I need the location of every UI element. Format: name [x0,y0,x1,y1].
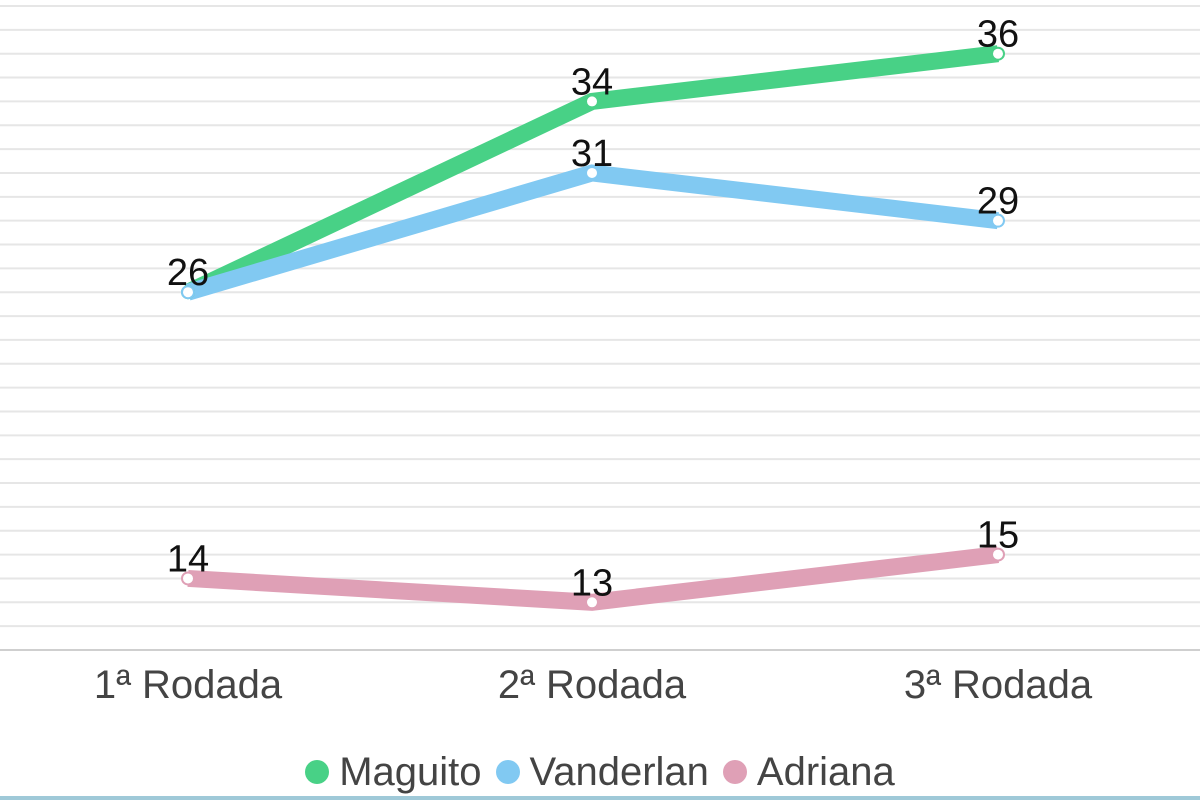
data-label: 13 [571,562,613,604]
legend: Maguito Vanderlan Adriana [0,744,1200,800]
x-tick-label: 2ª Rodada [498,663,687,707]
legend-swatch-icon [722,760,747,784]
x-tick-label: 3ª Rodada [904,663,1093,707]
data-point-vanderlan [585,165,599,180]
data-label: 34 [571,61,613,103]
data-point-vanderlan [181,285,195,300]
data-labels: 26 34 36 31 29 14 13 15 [167,14,1019,605]
x-axis-ticks: 1ª Rodada 2ª Rodada 3ª Rodada [94,663,1093,707]
data-points [181,46,1005,610]
data-label: 31 [571,133,613,175]
legend-item-maguito[interactable]: Maguito [305,749,482,795]
legend-item-vanderlan[interactable]: Vanderlan [495,749,709,795]
legend-swatch-icon [305,760,330,784]
legend-label: Vanderlan [529,749,709,794]
data-point-adriana [991,547,1005,562]
bottom-border [0,796,1200,800]
legend-label: Maguito [339,749,482,794]
data-label: 26 [167,252,209,294]
legend-swatch-icon [495,760,520,784]
data-point-maguito [991,46,1005,61]
data-point-maguito [585,94,599,109]
data-point-adriana [585,595,599,610]
data-point-vanderlan [991,213,1005,228]
data-point-adriana [181,571,195,586]
data-label: 29 [977,181,1019,223]
gridlines [0,5,1200,651]
x-tick-label: 1ª Rodada [94,663,283,707]
legend-item-adriana[interactable]: Adriana [722,749,895,795]
data-label: 14 [167,538,209,580]
data-label: 15 [977,515,1019,557]
data-label: 36 [977,14,1019,56]
legend-label: Adriana [756,749,895,794]
